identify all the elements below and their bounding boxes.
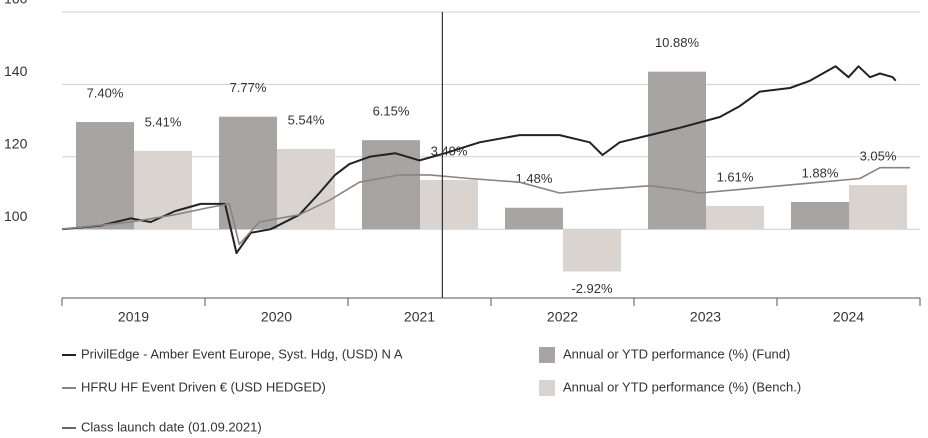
value-label: 7.77%: [230, 80, 267, 95]
value-label: 3.05%: [860, 148, 897, 163]
line-series: [61, 65, 897, 255]
x-tick-label: 2023: [690, 309, 721, 325]
value-label: 7.40%: [87, 85, 124, 100]
value-label: 10.88%: [655, 35, 700, 50]
line-series: [61, 166, 910, 246]
value-label: 5.41%: [145, 114, 182, 129]
x-tick-label: 2019: [118, 309, 149, 325]
bar: [791, 201, 849, 230]
bar: [563, 229, 621, 272]
value-label: 1.48%: [516, 171, 553, 186]
bar: [505, 207, 563, 230]
value-label: -2.92%: [571, 281, 613, 296]
y-tick-label: 100: [4, 208, 28, 224]
x-tick-label: 2020: [261, 309, 292, 325]
legend-label: PrivilEdge - Amber Event Europe, Syst. H…: [81, 346, 403, 361]
x-tick-label: 2021: [404, 309, 435, 325]
legend-swatch: [539, 347, 555, 363]
bar: [420, 179, 478, 230]
value-label: 1.88%: [802, 165, 839, 180]
value-label: 6.15%: [373, 104, 410, 119]
y-tick-label: 140: [4, 63, 28, 79]
y-tick-label: 160: [4, 0, 28, 7]
legend-label: Annual or YTD performance (%) (Bench.): [563, 379, 801, 394]
x-tick-label: 2022: [547, 309, 578, 325]
legend-swatch: [539, 380, 555, 396]
x-tick-label: 2024: [833, 309, 864, 325]
value-label: 1.61%: [717, 169, 754, 184]
bar: [76, 122, 134, 230]
bar: [706, 205, 764, 230]
bar: [849, 185, 907, 230]
bar: [648, 71, 706, 230]
bar: [277, 148, 335, 230]
value-label: 5.54%: [288, 112, 325, 127]
y-tick-label: 120: [4, 136, 28, 152]
legend-label: HFRU HF Event Driven € (USD HEDGED): [81, 379, 326, 394]
legend-label: Annual or YTD performance (%) (Fund): [563, 346, 790, 361]
legend-label: Class launch date (01.09.2021): [81, 419, 262, 434]
bar: [219, 116, 277, 230]
bar: [362, 140, 420, 230]
